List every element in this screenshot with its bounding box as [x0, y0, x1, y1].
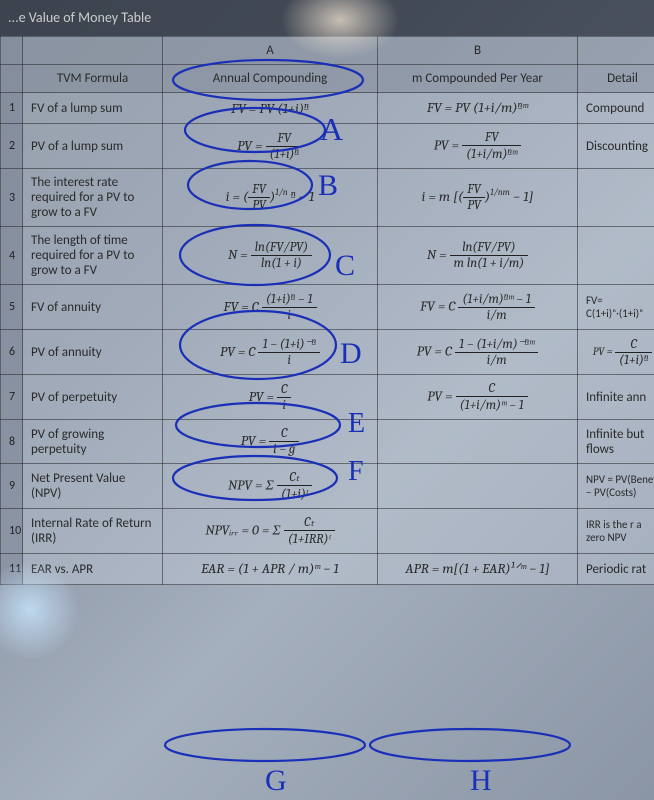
- title-text: ...e Value of Money Table: [8, 9, 151, 26]
- row-label: Net Present Value (NPV): [23, 464, 163, 509]
- formula-a: FV = PV (1+i)ⁿ: [171, 100, 369, 117]
- formula-b: PV = C(1+i/m)ᵐ − 1: [386, 381, 569, 413]
- table-row: 1 FV of a lump sum FV = PV (1+i)ⁿ FV = P…: [1, 93, 654, 124]
- formula-b: APR = m[(1 + EAR)¹ᐟᵐ − 1]: [386, 560, 569, 578]
- row-label: The interest rate required for a PV to g…: [23, 169, 163, 227]
- row-num: 2: [1, 124, 23, 169]
- corner-cell2: [1, 65, 23, 93]
- pen-circle: [165, 729, 365, 761]
- row-num: 11: [1, 554, 23, 585]
- pen-letter: G: [265, 764, 287, 797]
- row-label: Internal Rate of Return (IRR): [23, 509, 163, 554]
- table-row: 3 The interest rate required for a PV to…: [1, 169, 654, 227]
- formula-b: PV = FV(1+i/m)ⁿᵐ: [386, 130, 569, 162]
- row-num: 7: [1, 375, 23, 420]
- formula-b: [378, 420, 578, 464]
- letter-row: A B: [1, 37, 654, 65]
- row-label: PV of perpetuity: [23, 375, 163, 420]
- row-detail: [578, 227, 654, 285]
- table-row: 10 Internal Rate of Return (IRR) NPVᵢᵣᵣ …: [1, 509, 654, 554]
- formula-a: NPVᵢᵣᵣ = 0 = Σ Cₜ(1+IRR)ᵗ: [171, 515, 369, 547]
- row-detail: IRR is the r a zero NPV: [578, 509, 654, 554]
- col-blank2: [578, 37, 654, 65]
- row-num: 6: [1, 330, 23, 375]
- row-detail: Infinite but flows: [578, 420, 654, 464]
- formula-a: FV = C (1+i)ⁿ − 1i: [171, 292, 369, 323]
- header-row: TVM Formula Annual Compounding m Compoun…: [1, 65, 654, 93]
- row-label: PV of annuity: [23, 330, 163, 375]
- row-detail: NPV = PV(Benef − PV(Costs): [578, 464, 654, 509]
- tvm-table: A B TVM Formula Annual Compounding m Com…: [0, 36, 654, 585]
- row-detail: Discounting: [578, 124, 654, 169]
- col-b: m Compounded Per Year: [378, 65, 578, 93]
- formula-a: PV = Ci − g: [171, 426, 369, 457]
- title-bar: ...e Value of Money Table: [0, 0, 654, 36]
- table-row: 6 PV of annuity PV = C 1 − (1+i)⁻ⁿi PV =…: [1, 330, 654, 375]
- table-row: 2 PV of a lump sum PV = FV(1+i)ⁿ PV = FV…: [1, 124, 654, 169]
- col-detail: Detail: [578, 65, 654, 93]
- row-num: 4: [1, 227, 23, 285]
- formula-a: PV = FV(1+i)ⁿ: [171, 131, 369, 162]
- formula-a: EAR = (1 + APR / m)ᵐ − 1: [171, 560, 369, 578]
- formula-b: i = m [(FVPV)1/nm − 1]: [386, 182, 569, 213]
- col-tvm: TVM Formula: [23, 65, 163, 93]
- table-row: 5 FV of annuity FV = C (1+i)ⁿ − 1i FV = …: [1, 285, 654, 330]
- row-detail: Infinite ann: [578, 375, 654, 420]
- table-row: 8 PV of growing perpetuity PV = Ci − g I…: [1, 420, 654, 464]
- table-row: 11 EAR vs. APR EAR = (1 + APR / m)ᵐ − 1 …: [1, 554, 654, 585]
- row-detail: FV= C(1+i)ⁿ·(1+i)ⁿ: [578, 285, 654, 330]
- row-detail: PV = C(1+i)ⁿ: [586, 337, 654, 368]
- table-row: 7 PV of perpetuity PV = Ci PV = C(1+i/m)…: [1, 375, 654, 420]
- row-label: FV of a lump sum: [23, 93, 163, 124]
- formula-a: NPV = Σ Cₜ(1+i)ᵗ: [171, 470, 369, 502]
- col-letter-b: B: [378, 37, 578, 65]
- row-detail: [578, 169, 654, 227]
- pen-letter: H: [470, 764, 492, 797]
- row-num: 8: [1, 420, 23, 464]
- corner-cell: [1, 37, 23, 65]
- col-a: Annual Compounding: [163, 65, 378, 93]
- row-detail: Compound: [578, 93, 654, 124]
- row-num: 9: [1, 464, 23, 509]
- formula-a: i = (FVPV)1/n ⁿ − 1: [171, 182, 369, 213]
- row-num: 3: [1, 169, 23, 227]
- row-num: 10: [1, 509, 23, 554]
- row-num: 5: [1, 285, 23, 330]
- formula-a: N = ln(FV/PV)ln(1 + i): [171, 240, 369, 271]
- row-label: PV of a lump sum: [23, 124, 163, 169]
- formula-b: [378, 509, 578, 554]
- row-num: 1: [1, 93, 23, 124]
- formula-b: N = ln(FV/PV)m ln(1 + i/m): [386, 240, 569, 271]
- formula-a: PV = C 1 − (1+i)⁻ⁿi: [171, 337, 369, 368]
- formula-b: FV = C (1+i/m)ⁿᵐ − 1i/m: [386, 291, 569, 323]
- row-label: PV of growing perpetuity: [23, 420, 163, 464]
- row-detail: Periodic rat: [578, 554, 654, 585]
- row-label: The length of time required for a PV to …: [23, 227, 163, 285]
- formula-b: [378, 464, 578, 509]
- table-row: 4 The length of time required for a PV t…: [1, 227, 654, 285]
- row-label: EAR vs. APR: [23, 554, 163, 585]
- row-label: FV of annuity: [23, 285, 163, 330]
- col-letter-a: A: [163, 37, 378, 65]
- col-blank: [23, 37, 163, 65]
- formula-b: FV = PV (1+i/m)ⁿᵐ: [386, 99, 569, 117]
- formula-b: PV = C 1 − (1+i/m)⁻ⁿᵐi/m: [386, 336, 569, 368]
- pen-circle: [370, 729, 570, 761]
- table-row: 9 Net Present Value (NPV) NPV = Σ Cₜ(1+i…: [1, 464, 654, 509]
- formula-a: PV = Ci: [171, 382, 369, 413]
